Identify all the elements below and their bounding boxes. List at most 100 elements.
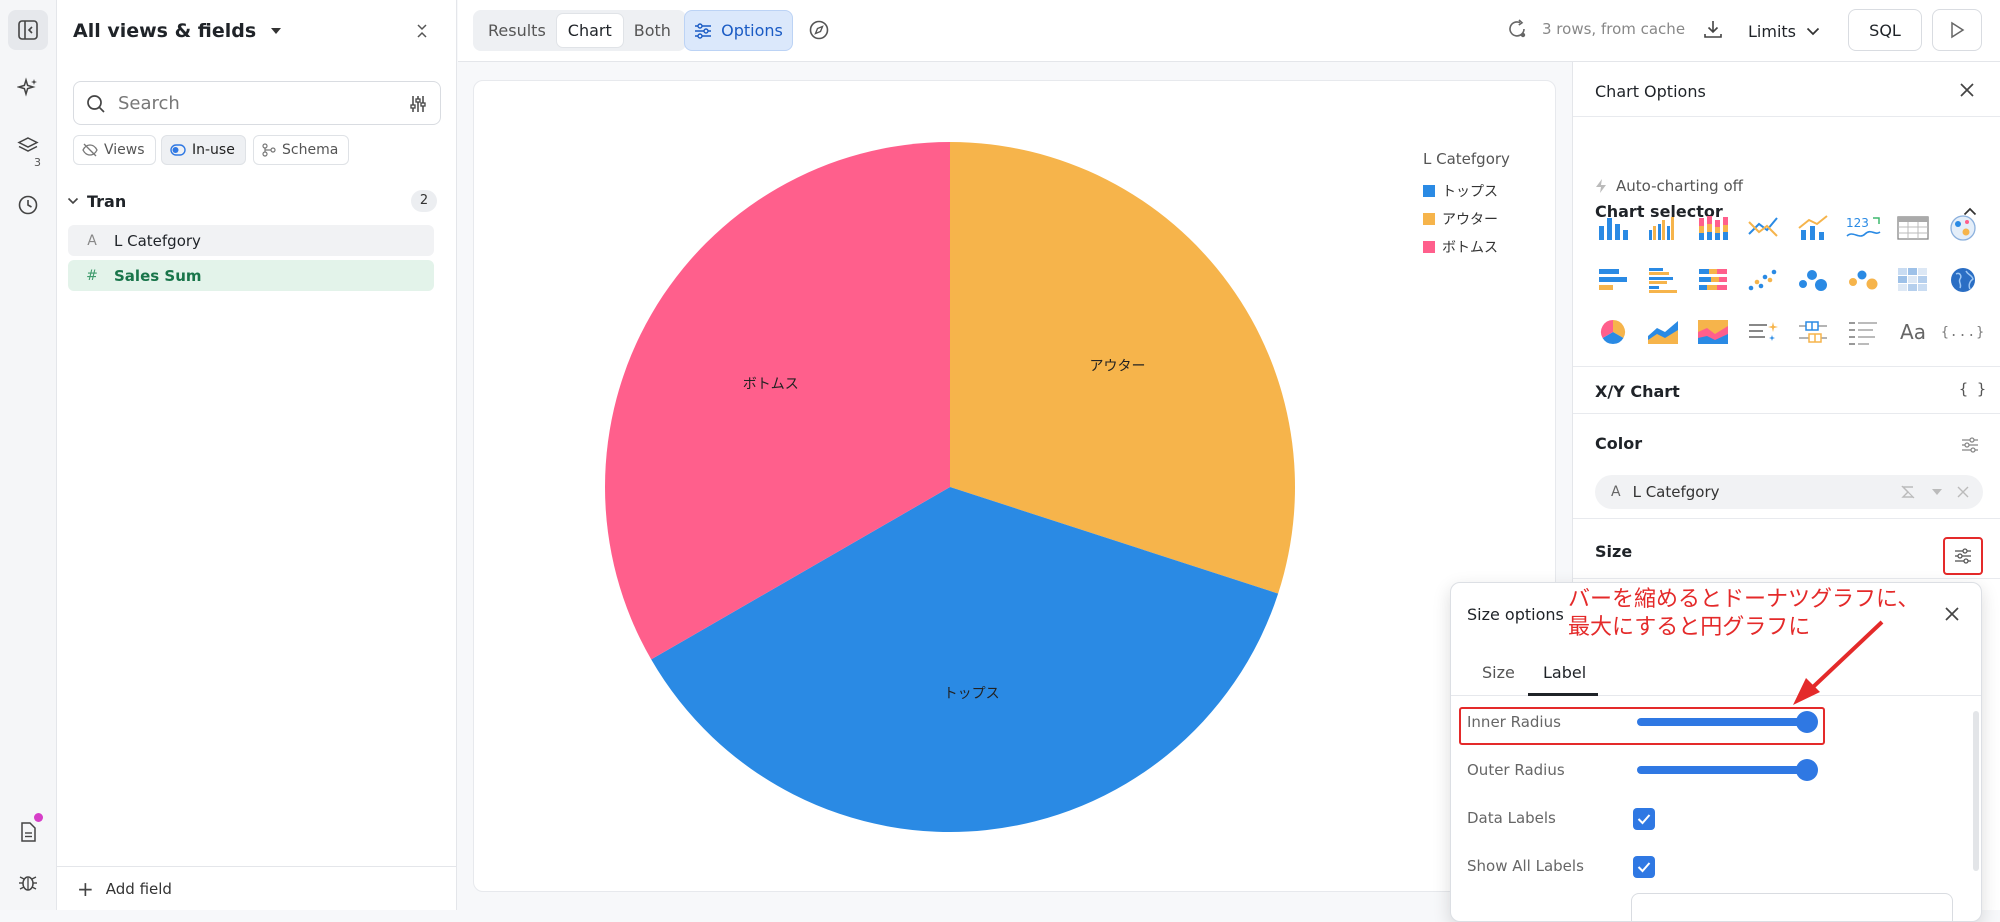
chart-type-line[interactable] — [1745, 212, 1781, 244]
outer-radius-slider[interactable] — [1637, 766, 1805, 774]
grouped-horizontal-bar-icon — [1649, 268, 1677, 293]
show-all-labels-checkbox[interactable] — [1633, 856, 1655, 878]
caret-down-icon[interactable] — [270, 27, 282, 35]
caret-down-icon[interactable] — [1932, 489, 1942, 495]
table-icon — [1897, 216, 1929, 240]
chart-type-geo[interactable] — [1945, 212, 1981, 244]
chart-type-kpi[interactable]: 123 — [1845, 212, 1881, 244]
sum-icon[interactable] — [1901, 485, 1915, 499]
download-button[interactable] — [1703, 19, 1723, 39]
size-options-popover: Size options Size Label Inner Radius Out… — [1450, 582, 1982, 922]
inner-radius-slider[interactable] — [1637, 718, 1805, 726]
pie-slice[interactable] — [950, 142, 1295, 594]
chart-type-text[interactable]: Aa — [1895, 316, 1931, 348]
schema-filter-chip[interactable]: Schema — [253, 135, 350, 165]
field-item-l-catefgory[interactable]: A L Catefgory — [68, 225, 434, 256]
search-input[interactable] — [116, 82, 386, 124]
chart-type-table[interactable] — [1895, 212, 1931, 244]
legend-item[interactable]: アウター — [1423, 205, 1510, 233]
legend-swatch — [1423, 241, 1435, 253]
add-field-label: Add field — [105, 879, 172, 898]
chart-type-boxplot[interactable] — [1795, 316, 1831, 348]
field-item-sales-sum[interactable]: # Sales Sum — [68, 260, 434, 291]
chart-type-scatter[interactable] — [1745, 264, 1781, 296]
chart-type-horizontal-bar[interactable] — [1595, 264, 1631, 296]
in-use-filter-chip[interactable]: In-use — [161, 135, 246, 165]
options-button[interactable]: Options — [684, 10, 793, 51]
toggle-sidebar-button[interactable] — [8, 10, 48, 50]
popover-scrollbar[interactable] — [1973, 711, 1979, 871]
chart-type-combo[interactable] — [1795, 212, 1831, 244]
chart-type-bubble[interactable] — [1795, 264, 1831, 296]
run-button[interactable] — [1932, 9, 1982, 51]
notes-button[interactable] — [8, 812, 48, 852]
color-field-pill[interactable]: A L Catefgory — [1595, 475, 1983, 509]
chevron-up-icon[interactable] — [1963, 207, 1977, 216]
layers-button[interactable] — [8, 126, 48, 166]
filter-settings-icon[interactable] — [408, 94, 428, 114]
collapse-icon[interactable] — [415, 23, 429, 39]
chart-type-globe[interactable] — [1945, 264, 1981, 296]
fields-header: All views & fields — [73, 16, 443, 46]
sql-button[interactable]: SQL — [1848, 9, 1922, 51]
fields-title[interactable]: All views & fields — [73, 20, 257, 42]
tab-both[interactable]: Both — [633, 21, 671, 40]
limits-dropdown[interactable]: Limits — [1748, 14, 1820, 48]
inner-radius-slider-thumb[interactable] — [1796, 711, 1818, 733]
show-all-labels-label: Show All Labels — [1467, 857, 1584, 875]
stacked-horizontal-bar-icon — [1699, 269, 1727, 290]
chart-type-text-insight[interactable] — [1745, 316, 1781, 348]
chart-type-bar[interactable] — [1595, 212, 1631, 244]
autocharting-toggle[interactable]: Auto-charting off — [1595, 177, 1743, 195]
ai-sparkle-button[interactable] — [8, 68, 48, 108]
add-field-button[interactable]: + Add field — [57, 866, 457, 910]
pie-slice[interactable] — [651, 487, 1279, 832]
chart-type-bubble-color[interactable] — [1845, 264, 1881, 296]
legend-item[interactable]: トップス — [1423, 177, 1510, 205]
outer-radius-slider-thumb[interactable] — [1796, 759, 1818, 781]
tab-chart[interactable]: Chart — [556, 14, 623, 47]
label-field-select[interactable] — [1631, 893, 1953, 921]
sparkle-icon — [17, 77, 37, 97]
line-chart-icon — [1748, 217, 1778, 237]
options-label: Options — [721, 21, 783, 40]
legend-label: アウター — [1442, 212, 1498, 228]
chart-type-stacked-horizontal-bar[interactable] — [1695, 264, 1731, 296]
chart-type-area[interactable] — [1645, 316, 1681, 348]
chart-type-stacked-bar[interactable] — [1695, 212, 1731, 244]
xy-json-button[interactable]: { } — [1959, 380, 1987, 398]
chart-type-grouped-horizontal-bar[interactable] — [1645, 264, 1681, 296]
views-filter-chip[interactable]: Views — [73, 135, 156, 165]
history-button[interactable] — [8, 185, 48, 225]
refresh-cache-icon[interactable] — [1506, 18, 1528, 40]
chart-type-grouped-bar[interactable] — [1645, 212, 1681, 244]
active-tab-indicator — [1528, 693, 1598, 696]
chart-type-custom-json[interactable]: {...} — [1941, 316, 1984, 348]
debug-button[interactable] — [8, 862, 48, 902]
annotation-text: バーを縮めるとドーナツグラフに、 最大にすると円グラフに — [1568, 586, 1919, 642]
eye-off-icon — [82, 143, 98, 157]
size-settings-button[interactable] — [1943, 537, 1983, 575]
close-icon[interactable] — [1959, 82, 1975, 98]
close-icon[interactable] — [1944, 606, 1960, 622]
chart-type-pie[interactable] — [1595, 316, 1631, 348]
tab-label[interactable]: Label — [1543, 663, 1587, 682]
remove-icon[interactable] — [1957, 486, 1969, 498]
data-labels-checkbox[interactable] — [1633, 808, 1655, 830]
limits-label: Limits — [1748, 21, 1796, 41]
schema-branch-icon — [262, 143, 276, 157]
chart-type-list[interactable] — [1845, 316, 1881, 348]
explore-button[interactable] — [808, 19, 830, 41]
legend-item[interactable]: ボトムス — [1423, 233, 1510, 261]
tab-results[interactable]: Results — [488, 21, 546, 40]
pie-slice[interactable] — [604, 142, 950, 660]
chart-type-stacked-area[interactable] — [1695, 316, 1731, 348]
color-settings-icon[interactable] — [1961, 436, 1979, 454]
in-use-chip-label: In-use — [192, 142, 235, 158]
stacked-bar-icon — [1699, 216, 1728, 240]
chart-selector-section: Chart selector — [1573, 117, 2000, 367]
chart-type-heatmap[interactable] — [1895, 264, 1931, 296]
view-group-tran[interactable]: Tran 2 — [67, 186, 437, 216]
tab-size[interactable]: Size — [1482, 663, 1515, 682]
